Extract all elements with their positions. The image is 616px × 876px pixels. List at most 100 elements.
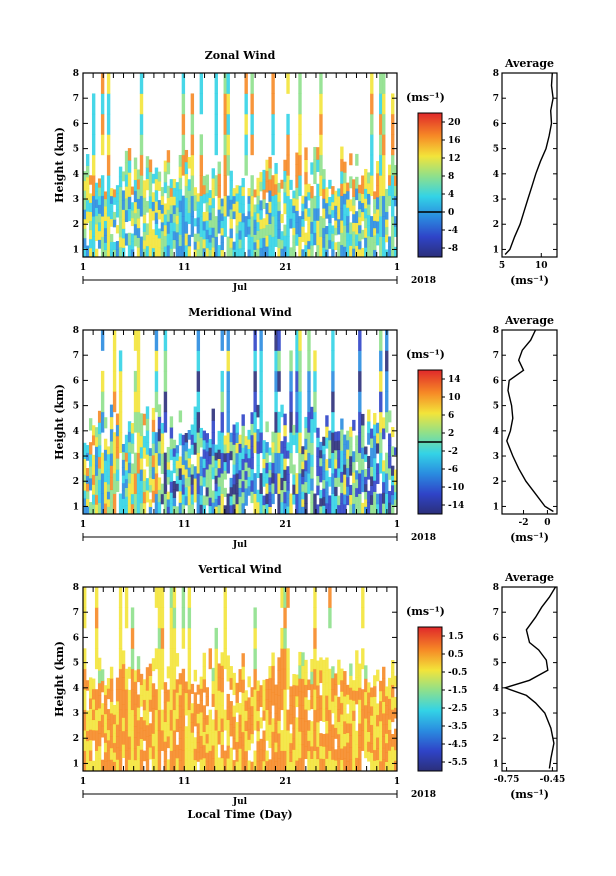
heatmap-cell bbox=[169, 205, 174, 215]
heatmap-cell bbox=[139, 738, 144, 750]
heatmap-cell bbox=[346, 223, 350, 233]
heatmap-cell bbox=[364, 227, 368, 238]
heatmap-cell bbox=[184, 197, 189, 210]
heatmap-cell bbox=[94, 709, 99, 731]
heatmap-cell bbox=[244, 496, 248, 506]
heatmap-cell bbox=[337, 449, 341, 460]
heatmap-cell bbox=[241, 480, 245, 493]
heatmap-cell bbox=[250, 93, 254, 115]
heatmap-cell bbox=[295, 350, 299, 372]
heatmap-cell bbox=[235, 463, 239, 474]
heatmap-cell bbox=[271, 73, 275, 94]
heatmap-cell bbox=[154, 201, 159, 213]
heatmap-cell bbox=[379, 452, 383, 474]
heatmap-cell bbox=[181, 216, 186, 237]
heatmap-cell bbox=[94, 750, 99, 772]
heatmap-cell bbox=[127, 462, 132, 474]
heatmap-cell bbox=[346, 182, 350, 192]
heatmap-cell bbox=[91, 729, 96, 741]
heatmap-cell bbox=[94, 494, 99, 505]
heatmap-cell bbox=[145, 234, 150, 247]
heatmap-cell bbox=[217, 730, 221, 745]
heatmap-cell bbox=[133, 157, 138, 169]
heatmap-cell bbox=[169, 187, 174, 197]
heatmap-cell bbox=[145, 156, 150, 168]
heatmap-cell bbox=[298, 678, 302, 692]
heatmap-cell bbox=[121, 663, 126, 678]
heatmap-cell bbox=[190, 683, 195, 694]
heatmap-cell bbox=[118, 587, 123, 608]
heatmap-cell bbox=[259, 391, 263, 413]
heatmap-cell bbox=[151, 201, 156, 212]
heatmap-cell bbox=[220, 330, 224, 351]
heatmap-cell bbox=[346, 215, 350, 225]
heatmap-cell bbox=[199, 427, 204, 438]
heatmap-cell bbox=[229, 701, 233, 714]
heatmap-cell bbox=[142, 205, 147, 215]
heatmap-cell bbox=[364, 665, 368, 679]
heatmap-cell bbox=[133, 223, 138, 236]
average-x-tick-label: -0.45 bbox=[540, 775, 566, 785]
heatmap-cell bbox=[202, 175, 207, 186]
heatmap-cell bbox=[151, 173, 156, 184]
heatmap-cell bbox=[259, 200, 263, 211]
heatmap-cell bbox=[319, 73, 323, 94]
heatmap-cell bbox=[271, 718, 275, 732]
heatmap-cell bbox=[127, 452, 132, 463]
heatmap-cell bbox=[259, 172, 263, 182]
heatmap-cell bbox=[172, 668, 177, 690]
heatmap-cell bbox=[340, 725, 344, 738]
heatmap-cell bbox=[193, 218, 198, 227]
heatmap-cell bbox=[83, 482, 87, 491]
heatmap-cell bbox=[337, 211, 341, 220]
heatmap-cell bbox=[109, 489, 114, 503]
heatmap-cell bbox=[133, 703, 138, 716]
heatmap-cell bbox=[127, 483, 132, 494]
heatmap-cell bbox=[154, 330, 159, 351]
heatmap-cell bbox=[220, 493, 224, 515]
heatmap-cell bbox=[361, 413, 365, 426]
heatmap-cell bbox=[91, 435, 96, 446]
heatmap-cell bbox=[217, 458, 221, 469]
heatmap-cell bbox=[226, 330, 230, 351]
heatmap-cell bbox=[364, 446, 368, 455]
heatmap-cell bbox=[358, 370, 362, 392]
heatmap-cell bbox=[112, 249, 117, 258]
heatmap-cell bbox=[349, 465, 353, 476]
heatmap-cell bbox=[169, 438, 174, 450]
heatmap-cell bbox=[223, 134, 227, 156]
heatmap-cell bbox=[280, 404, 284, 418]
heatmap-cell bbox=[346, 732, 350, 743]
heatmap-cell bbox=[349, 176, 353, 189]
heatmap-cell bbox=[130, 249, 135, 258]
heatmap-cell bbox=[202, 495, 207, 506]
heatmap-cell bbox=[340, 171, 344, 184]
heatmap-cell bbox=[391, 684, 395, 698]
heatmap-cell bbox=[190, 434, 195, 445]
heatmap-cell bbox=[181, 134, 186, 156]
heatmap-cell bbox=[367, 235, 371, 247]
heatmap-cell bbox=[265, 472, 269, 484]
heatmap-cell bbox=[118, 176, 123, 188]
heatmap-cell bbox=[328, 196, 332, 206]
heatmap-cell bbox=[379, 154, 383, 176]
heatmap-cell bbox=[217, 185, 221, 198]
heatmap-cell bbox=[205, 715, 209, 725]
heatmap-cell bbox=[310, 490, 314, 503]
heatmap-cell bbox=[172, 231, 177, 241]
heatmap-cell bbox=[394, 226, 398, 237]
heatmap-cell bbox=[175, 744, 180, 759]
heatmap-cell bbox=[214, 498, 218, 507]
heatmap-cell bbox=[187, 486, 192, 496]
y-tick-label: 6 bbox=[73, 633, 79, 643]
heatmap-cell bbox=[343, 444, 347, 455]
heatmap-cell bbox=[94, 427, 99, 438]
heatmap-cell bbox=[355, 444, 359, 454]
heatmap-cell bbox=[127, 196, 132, 209]
heatmap-cell bbox=[298, 757, 302, 772]
heatmap-cell bbox=[160, 730, 165, 751]
heatmap-cell bbox=[388, 456, 392, 469]
heatmap-cell bbox=[295, 738, 299, 750]
heatmap-cell bbox=[133, 748, 138, 761]
heatmap-cell bbox=[166, 197, 171, 210]
